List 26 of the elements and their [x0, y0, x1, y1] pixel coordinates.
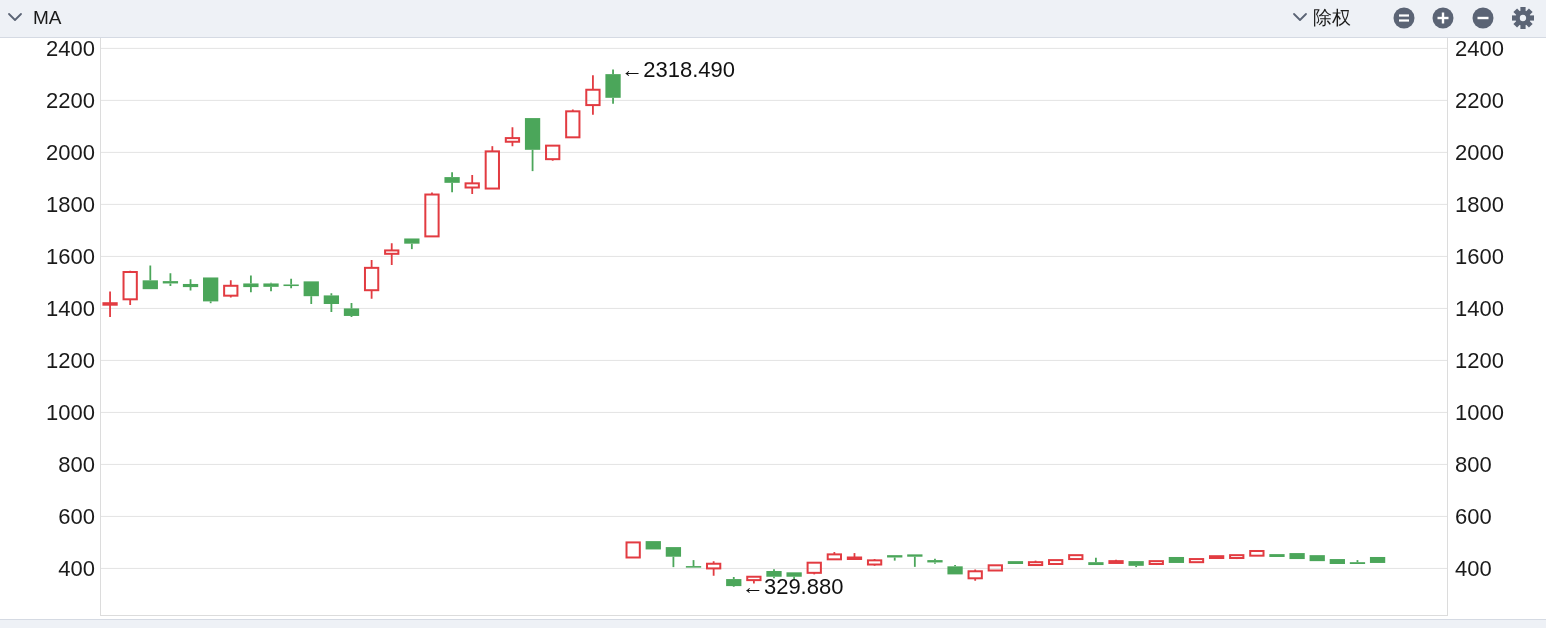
y2-tick-label: 2400	[1455, 35, 1504, 61]
y-tick-label: 800	[58, 451, 95, 477]
y2-tick-label: 2000	[1455, 139, 1504, 165]
y-tick-label: 400	[58, 555, 95, 581]
chart-title: MA	[33, 7, 62, 28]
y2-tick-label: 1000	[1455, 399, 1504, 425]
y2-tick-label: 1400	[1455, 295, 1504, 321]
y-tick-label: 2000	[46, 139, 95, 165]
y-tick-label: 2400	[46, 35, 95, 61]
y2-tick-label: 1200	[1455, 347, 1504, 373]
y2-tick-label: 600	[1455, 503, 1492, 529]
y2-tick-label: 2200	[1455, 87, 1504, 113]
y2-tick-label: 800	[1455, 451, 1492, 477]
text: 除权	[1313, 7, 1351, 28]
y-tick-label: 2200	[46, 87, 95, 113]
y-tick-label: 1400	[46, 295, 95, 321]
y-tick-label: 600	[58, 503, 95, 529]
annotation: ←2318.490	[621, 57, 735, 83]
y2-tick-label: 400	[1455, 555, 1492, 581]
y-tick-label: 1800	[46, 191, 95, 217]
y2-tick-label: 1800	[1455, 191, 1504, 217]
annotation: ←329.880	[741, 574, 844, 600]
y2-tick-label: 1600	[1455, 243, 1504, 269]
y-tick-label: 1000	[46, 399, 95, 425]
y-tick-label: 1600	[46, 243, 95, 269]
y-tick-label: 1200	[46, 347, 95, 373]
